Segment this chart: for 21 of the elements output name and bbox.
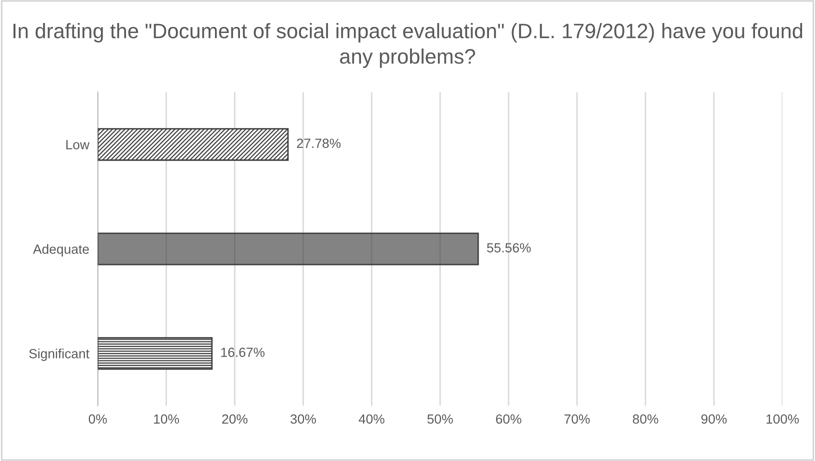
bar	[98, 337, 213, 370]
chart-title: In drafting the "Document of social impact evaluation" (D.L. 179/2012) have you found any problems?	[14, 23, 802, 68]
data-label: 16.67%	[221, 348, 265, 357]
x-tick-label: 0%	[88, 414, 107, 424]
x-tick-label: 90%	[701, 414, 727, 424]
bar	[98, 232, 479, 266]
data-label: 27.78%	[296, 138, 341, 148]
y-tick-label: Low	[66, 140, 90, 150]
x-tick-label: 100%	[766, 414, 799, 424]
x-tick-label: 60%	[496, 414, 522, 424]
y-tick-label: Significant	[29, 348, 90, 361]
x-tick-label: 50%	[427, 414, 453, 424]
data-label: 55.56%	[487, 243, 531, 252]
x-tick-label: 30%	[290, 414, 316, 424]
x-tick-label: 70%	[564, 414, 590, 424]
x-tick-label: 10%	[154, 414, 179, 424]
x-tick-label: 40%	[358, 414, 384, 424]
x-tick-label: 80%	[632, 414, 658, 424]
bar	[98, 128, 289, 161]
y-tick-label: Adequate	[33, 244, 89, 256]
x-tick-label: 20%	[222, 414, 248, 424]
